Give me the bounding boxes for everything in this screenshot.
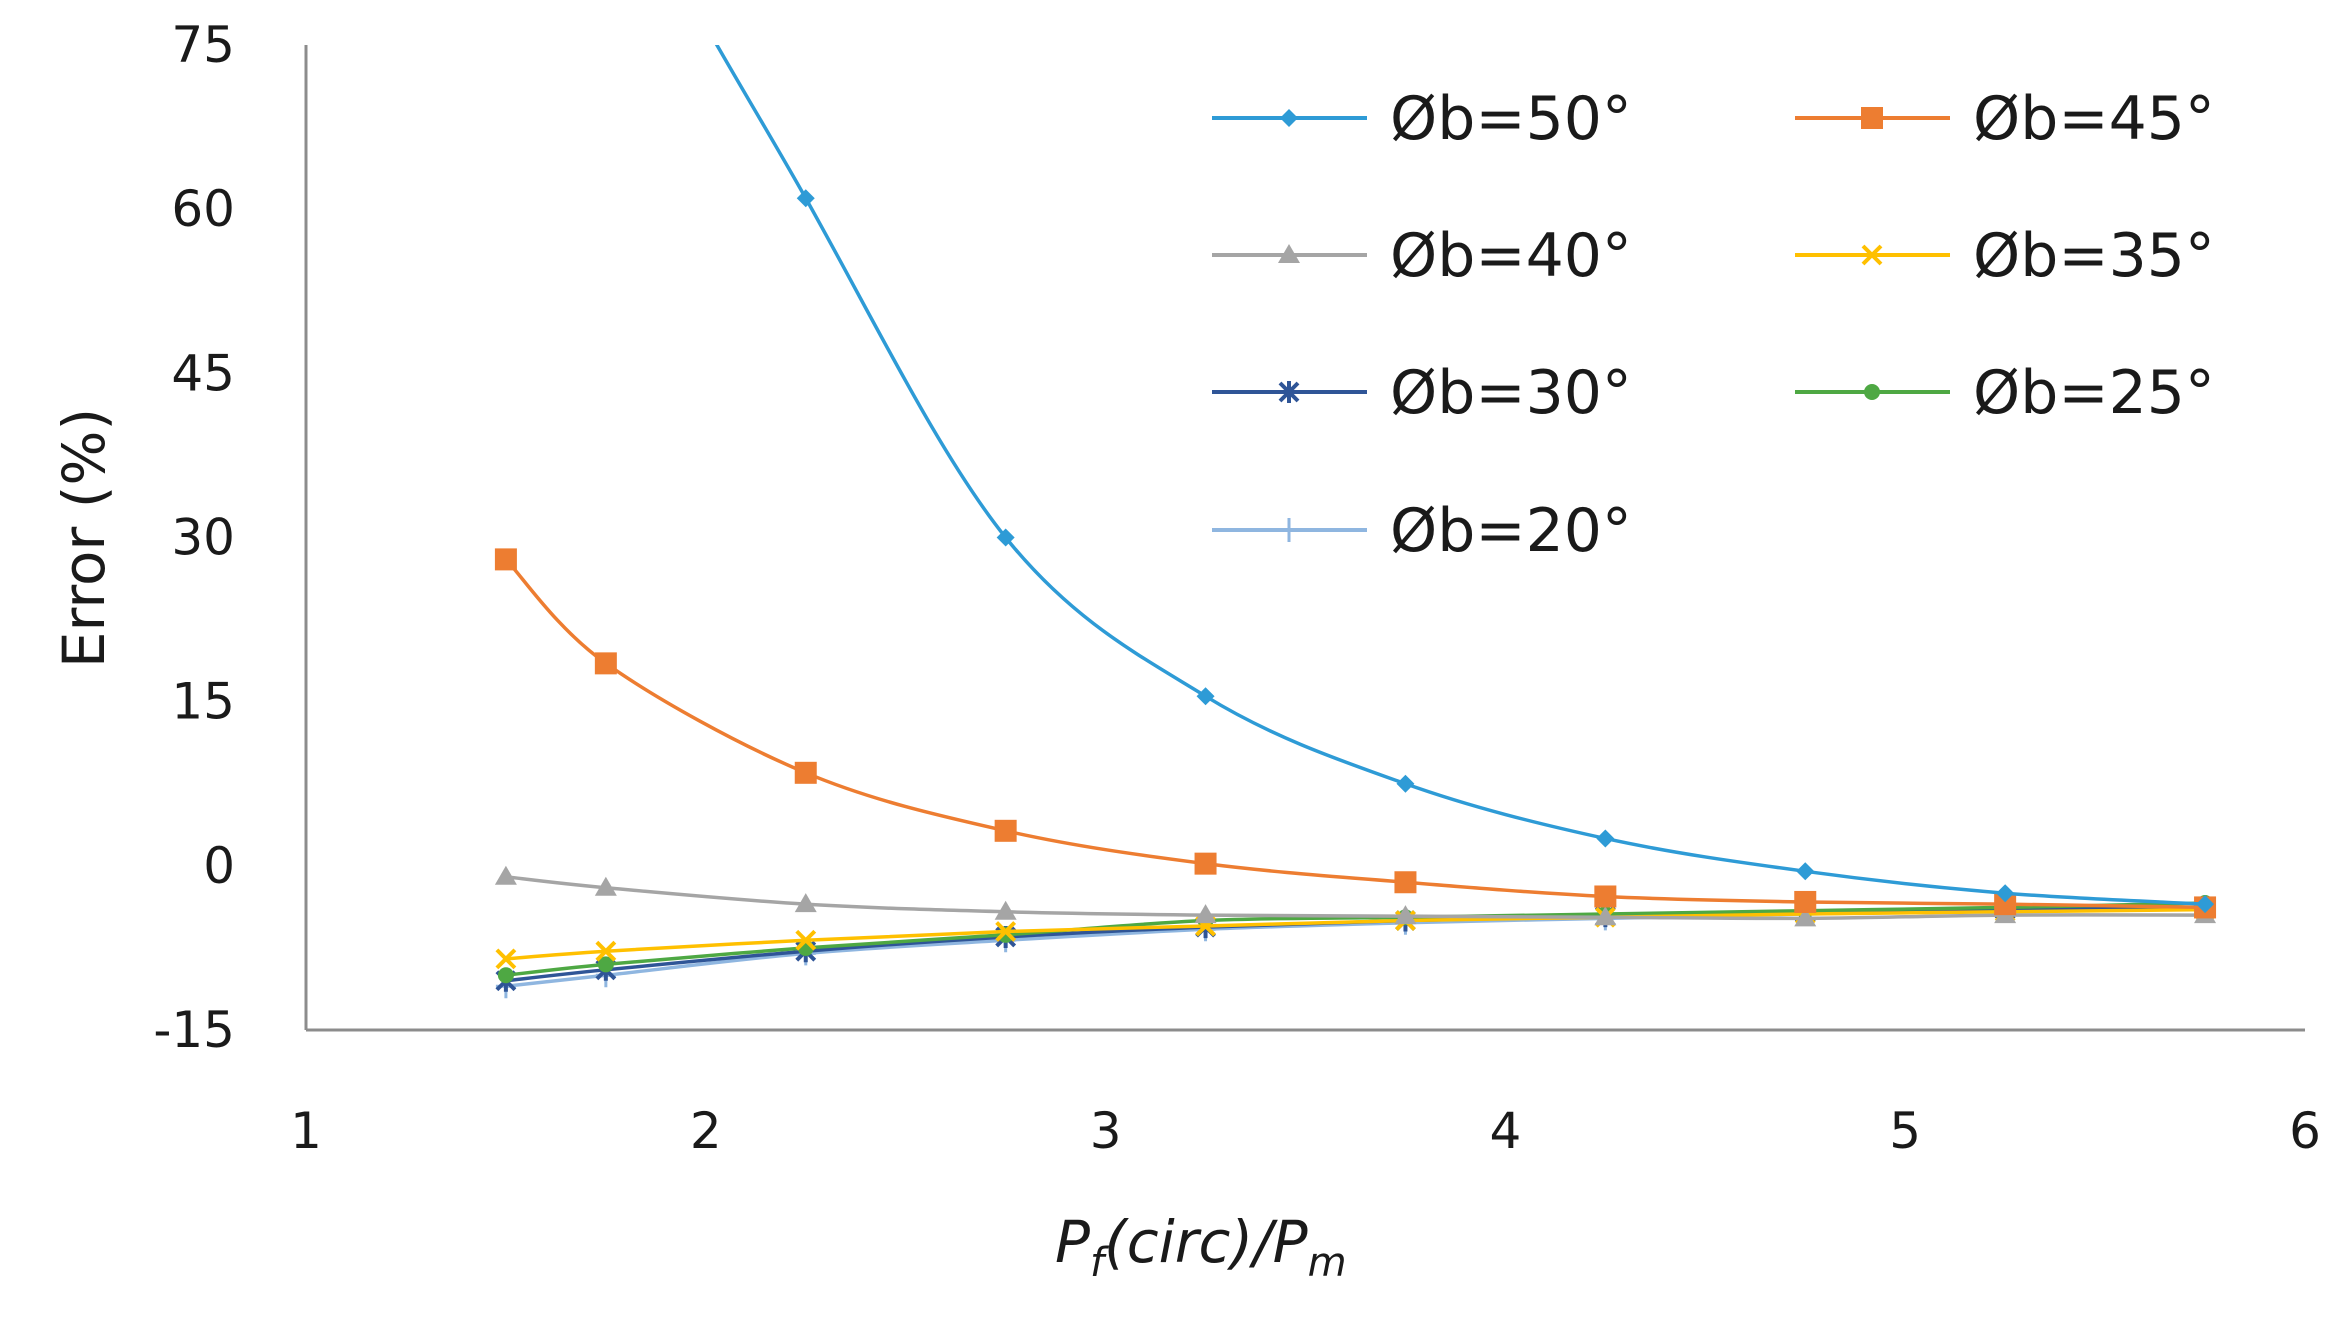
data-point-phi-b-45 xyxy=(1794,890,1817,913)
data-point-phi-b-40 xyxy=(994,900,1017,920)
data-point-phi-b-50 xyxy=(1596,829,1615,848)
legend-marker xyxy=(1278,381,1300,403)
x-axis-title-p: P xyxy=(1055,1208,1090,1276)
series-phi-b-45 xyxy=(494,548,2217,919)
data-point-phi-b-40 xyxy=(594,876,617,896)
data-point-phi-b-50 xyxy=(2196,895,2215,914)
y-axis-title: Error (%) xyxy=(50,408,118,668)
data-point-phi-b-50 xyxy=(1996,884,2015,903)
series-line-phi-b-40 xyxy=(505,875,2206,921)
y-tick-label: 60 xyxy=(171,180,235,238)
series-line-phi-b-50 xyxy=(714,45,2206,906)
data-point-phi-b-35 xyxy=(495,948,517,970)
x-axis-title-p2: P xyxy=(1273,1208,1308,1276)
x-tick-label: 2 xyxy=(690,1102,722,1160)
legend-label: Øb=25° xyxy=(1973,358,2215,428)
series-line-phi-b-45 xyxy=(504,558,2206,910)
data-point-phi-b-50 xyxy=(1396,774,1415,793)
data-point-phi-b-40 xyxy=(1194,904,1217,924)
data-point-phi-b-50 xyxy=(1196,687,1215,706)
x-axis-title-mid: (circ)/ xyxy=(1104,1208,1278,1276)
legend-label: Øb=50° xyxy=(1390,84,1632,154)
data-point-phi-b-50 xyxy=(796,189,815,208)
data-point-phi-b-25 xyxy=(497,967,514,984)
data-point-phi-b-50 xyxy=(996,528,1015,547)
data-point-phi-b-25 xyxy=(597,956,614,973)
data-point-phi-b-45 xyxy=(994,819,1017,842)
legend-marker xyxy=(1278,244,1300,263)
legend-item-phi-b-25: Øb=25° xyxy=(1795,358,2215,428)
data-point-phi-b-40 xyxy=(1394,905,1417,925)
legend-item-phi-b-40: Øb=40° xyxy=(1212,221,1632,291)
data-point-phi-b-40 xyxy=(1794,907,1817,927)
legend: Øb=50° Øb=45° Øb=40° Øb=35° Øb=30° Øb=25° Øb=2… xyxy=(1212,84,2215,566)
legend-marker xyxy=(1279,518,1299,542)
legend-item-phi-b-20: Øb=20° xyxy=(1212,496,1632,566)
legend-label: Øb=40° xyxy=(1390,221,1632,291)
legend-item-phi-b-30: Øb=30° xyxy=(1212,358,1632,428)
data-point-phi-b-40 xyxy=(794,893,817,913)
series-phi-b-40 xyxy=(494,865,2217,927)
data-point-phi-b-45 xyxy=(1594,885,1617,908)
series-phi-b-25 xyxy=(497,895,2214,984)
y-tick-labels: -15 0 15 30 45 60 75 xyxy=(153,16,235,1059)
data-point-phi-b-35 xyxy=(995,921,1017,942)
y-tick-label: -15 xyxy=(153,1001,235,1059)
legend-marker xyxy=(1861,107,1883,129)
legend-item-phi-b-50: Øb=50° xyxy=(1212,84,1632,154)
legend-marker xyxy=(1861,244,1883,266)
data-point-phi-b-40 xyxy=(494,865,517,885)
data-point-phi-b-45 xyxy=(1394,871,1417,894)
series-line-phi-b-35 xyxy=(505,907,2206,961)
legend-label: Øb=30° xyxy=(1390,358,1632,428)
y-tick-label: 75 xyxy=(171,16,235,74)
legend-label: Øb=45° xyxy=(1973,84,2215,154)
series-phi-b-50 xyxy=(714,45,2215,914)
data-point-phi-b-45 xyxy=(1194,852,1217,875)
y-tick-label: 15 xyxy=(171,673,235,731)
data-point-phi-b-35 xyxy=(595,940,617,962)
x-tick-labels: 1 2 3 4 5 6 xyxy=(290,1102,2321,1160)
x-tick-label: 1 xyxy=(290,1102,322,1160)
x-tick-label: 5 xyxy=(1889,1102,1921,1160)
data-point-phi-b-50 xyxy=(1796,862,1815,881)
x-axis-title-m-subscript: m xyxy=(1308,1240,1347,1286)
legend-label: Øb=20° xyxy=(1390,496,1632,566)
legend-marker xyxy=(1864,384,1880,400)
y-tick-label: 30 xyxy=(171,509,235,567)
x-tick-label: 3 xyxy=(1090,1102,1122,1160)
data-point-phi-b-35 xyxy=(795,929,817,951)
data-point-phi-b-45 xyxy=(794,761,817,784)
x-axis-title: Pf(circ)/Pm xyxy=(1055,1208,1347,1286)
y-tick-label: 0 xyxy=(203,837,235,895)
legend-item-phi-b-45: Øb=45° xyxy=(1795,84,2215,154)
x-tick-label: 4 xyxy=(1489,1102,1521,1160)
legend-item-phi-b-35: Øb=35° xyxy=(1795,221,2215,291)
legend-label: Øb=35° xyxy=(1973,221,2215,291)
legend-marker xyxy=(1280,109,1298,127)
data-point-phi-b-45 xyxy=(494,548,517,571)
y-tick-label: 45 xyxy=(171,344,235,402)
data-point-phi-b-40 xyxy=(1594,906,1617,926)
series-line-phi-b-25 xyxy=(505,901,2206,978)
x-tick-label: 6 xyxy=(2289,1102,2321,1160)
data-point-phi-b-45 xyxy=(1994,893,2017,916)
data-point-phi-b-45 xyxy=(594,652,617,675)
